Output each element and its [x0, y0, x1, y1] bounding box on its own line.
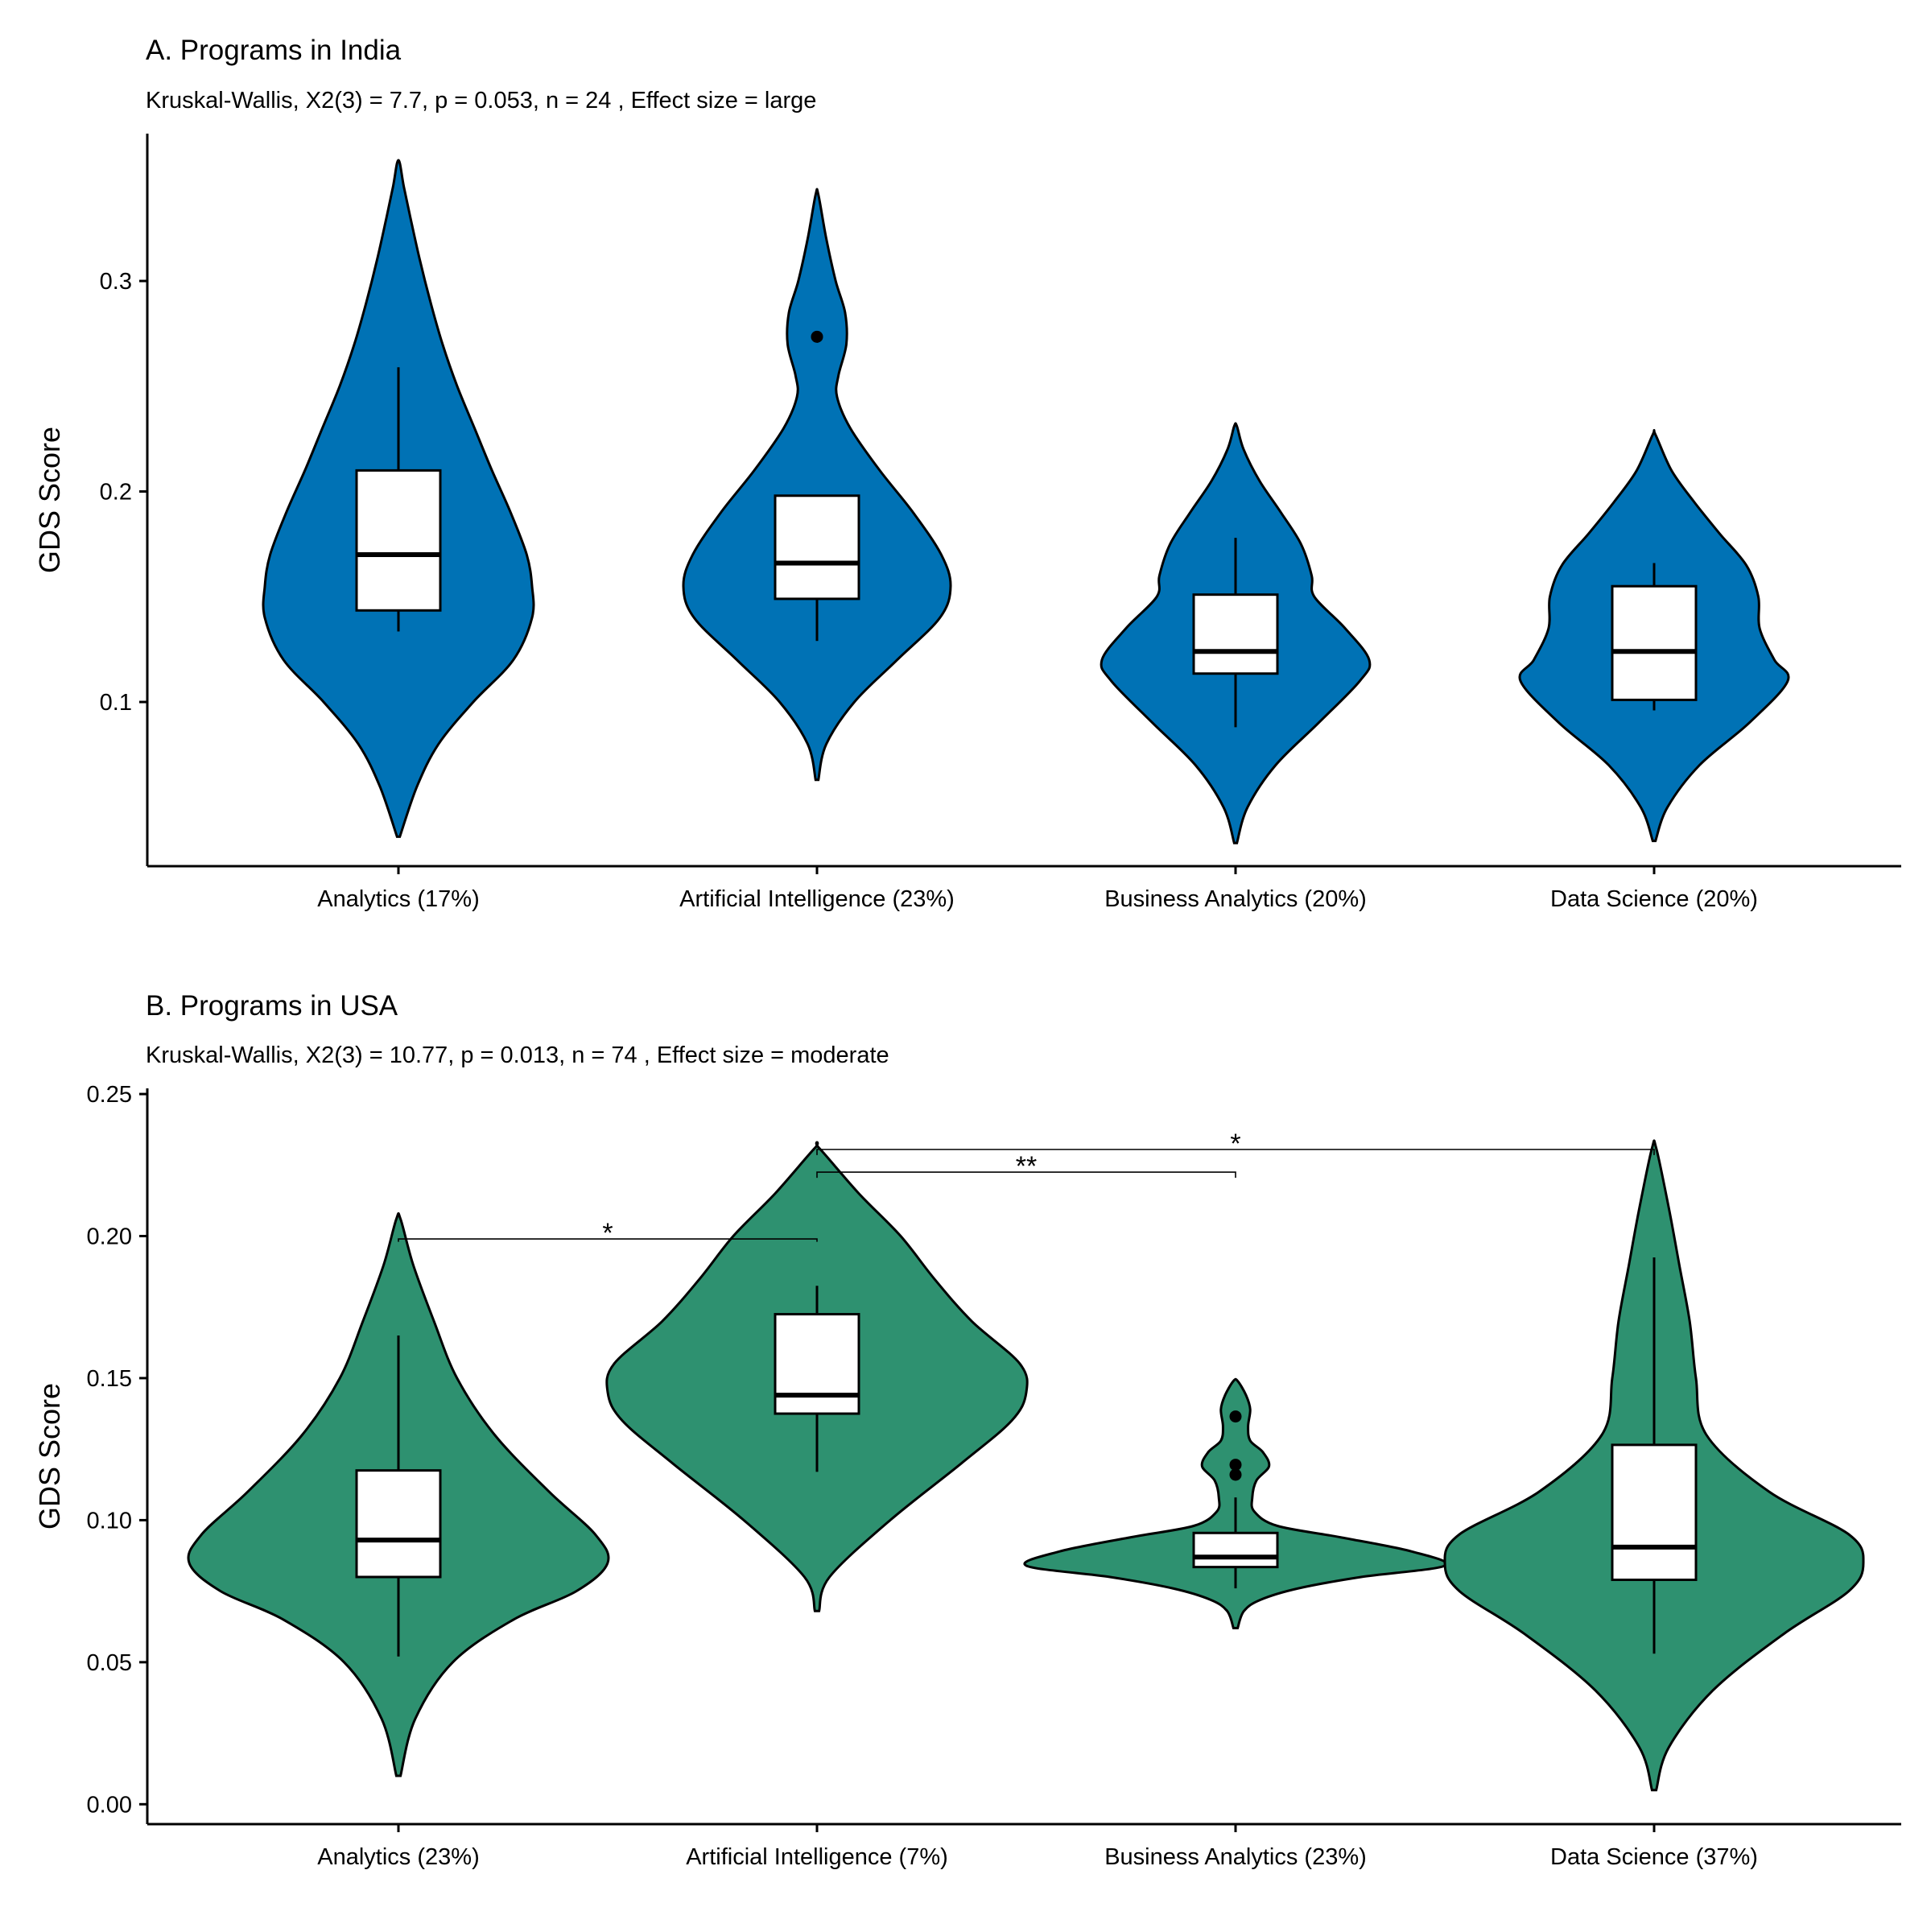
x-tick-label: Business Analytics (20%)	[1104, 886, 1367, 912]
y-tick-label: 0.00	[87, 1792, 132, 1818]
significance-label: **	[1016, 1151, 1037, 1182]
significance-label: *	[1230, 1129, 1240, 1159]
significance-bracket	[816, 1171, 1236, 1179]
panel-usa: B. Programs in USA Kruskal-Wallis, X2(3)…	[33, 990, 1901, 1870]
significance-bracket	[398, 1238, 818, 1242]
panel-india: A. Programs in India Kruskal-Wallis, X2(…	[33, 35, 1901, 912]
box-iqr	[774, 1313, 860, 1415]
box-iqr	[355, 1469, 442, 1579]
y-tick-label: 0.1	[100, 690, 132, 716]
significance-label: *	[602, 1218, 613, 1249]
outlier-point	[811, 330, 823, 343]
y-tick-label: 0.10	[87, 1508, 132, 1534]
x-tick-label: Data Science (37%)	[1550, 1844, 1758, 1870]
y-tick-label: 0.2	[100, 480, 132, 506]
outlier-point	[1229, 1459, 1242, 1472]
y-tick-label: 0.3	[100, 269, 132, 295]
y-axis-title: GDS Score	[33, 1383, 66, 1530]
panel-b-subtitle: Kruskal-Wallis, X2(3) = 10.77, p = 0.013…	[146, 1042, 889, 1068]
y-tick-label: 0.25	[87, 1082, 132, 1108]
outlier-point	[1229, 1410, 1242, 1423]
box-iqr	[1192, 593, 1279, 675]
panel-a-subtitle: Kruskal-Wallis, X2(3) = 7.7, p = 0.053, …	[146, 88, 816, 114]
box-iqr	[1611, 1443, 1698, 1582]
x-tick-label: Analytics (23%)	[317, 1844, 479, 1870]
x-tick-label: Artificial Intelligence (7%)	[686, 1844, 948, 1870]
panel-a-title: A. Programs in India	[146, 35, 402, 66]
box-iqr	[1611, 584, 1698, 701]
x-tick-label: Business Analytics (23%)	[1104, 1844, 1367, 1870]
box-iqr	[774, 494, 860, 601]
violin-shape	[682, 188, 952, 782]
box-iqr	[355, 469, 442, 612]
x-tick-label: Analytics (17%)	[317, 886, 479, 912]
y-axis-title: GDS Score	[33, 427, 66, 573]
y-tick-label: 0.20	[87, 1224, 132, 1250]
box-iqr	[1192, 1531, 1279, 1569]
panel-b-title: B. Programs in USA	[146, 990, 398, 1022]
y-tick-label: 0.15	[87, 1366, 132, 1392]
outlier-point	[1229, 1468, 1242, 1481]
significance-bracket	[816, 1149, 1655, 1155]
x-tick-label: Artificial Intelligence (23%)	[679, 886, 955, 912]
y-tick-label: 0.05	[87, 1650, 132, 1676]
x-tick-label: Data Science (20%)	[1550, 886, 1758, 912]
